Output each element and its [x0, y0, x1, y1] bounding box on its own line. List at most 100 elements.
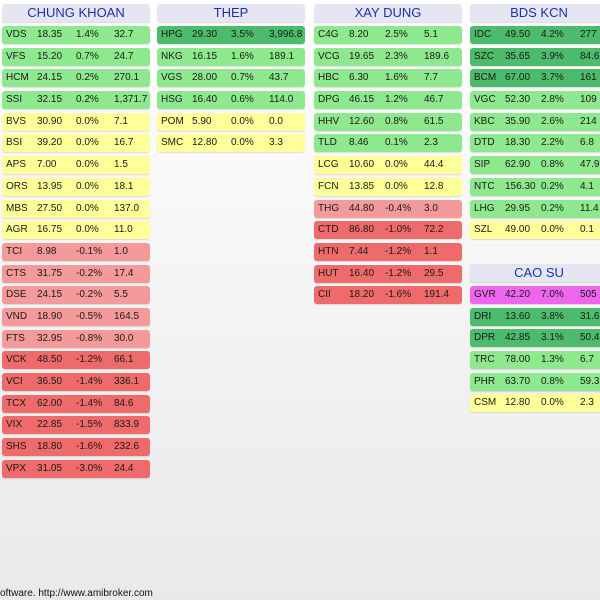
group-cao-su: CAO SU GVR 42.20 7.0% 505 DRI 13.60 3.8% 31.6 DP… — [470, 264, 600, 416]
ticker-row[interactable]: CTD 86.80 -1.0% 72.2 — [314, 221, 462, 240]
ticker-row[interactable]: FCN 13.85 0.0% 12.8 — [314, 177, 462, 196]
ticker-symbol: HCM — [6, 72, 29, 84]
ticker-volume: 47.9 — [580, 159, 600, 171]
ticker-row[interactable]: HCM 24.15 0.2% 270.1 — [2, 69, 150, 88]
ticker-row[interactable]: NTC 156.30 0.2% 4.1 — [470, 177, 600, 196]
ticker-volume: 161 — [580, 72, 597, 84]
ticker-price: 48.50 — [37, 354, 63, 366]
ticker-row[interactable]: VCI 36.50 -1.4% 336.1 — [2, 373, 150, 391]
ticker-change-pct: 0.0% — [76, 224, 99, 236]
ticker-symbol: KBC — [474, 115, 495, 127]
ticker-change-pct: -1.0% — [385, 224, 412, 236]
ticker-row[interactable]: LCG 10.60 0.0% 44.4 — [314, 156, 462, 175]
ticker-price: 31.75 — [37, 267, 63, 279]
ticker-price: 18.80 — [37, 441, 63, 453]
ticker-row[interactable]: MBS 27.50 0.0% 137.0 — [2, 199, 150, 218]
ticker-volume: 30.0 — [114, 332, 134, 344]
ticker-row[interactable]: FTS 32.95 -0.8% 30.0 — [2, 329, 150, 348]
ticker-symbol: C4G — [318, 29, 339, 40]
ticker-volume: 46.7 — [424, 94, 444, 106]
ticker-symbol: DPG — [318, 94, 340, 106]
ticker-price: 52.30 — [505, 94, 531, 106]
ticker-row[interactable]: HPG 29.30 3.5% 3,996.8 — [157, 26, 305, 44]
ticker-row[interactable]: CSM 12.80 0.0% 2.3 — [470, 394, 600, 413]
ticker-price: 5.90 — [192, 115, 212, 127]
ticker-volume: 1.0 — [114, 245, 128, 257]
ticker-price: 18.30 — [505, 137, 531, 149]
ticker-row[interactable]: KBC 35.90 2.6% 214 — [470, 112, 600, 131]
ticker-row[interactable]: VCK 48.50 -1.2% 66.1 — [2, 351, 150, 370]
ticker-row[interactable]: SZL 49.00 0.0% 0.1 — [470, 221, 600, 240]
ticker-row[interactable]: TLD 8.46 0.1% 2.3 — [314, 134, 462, 153]
ticker-row[interactable]: NKG 16.15 1.6% 189.1 — [157, 47, 305, 66]
ticker-change-pct: 0.2% — [76, 94, 99, 106]
ticker-row[interactable]: POM 5.90 0.0% 0.0 — [157, 112, 305, 131]
ticker-row[interactable]: THG 44.80 -0.4% 3.0 — [314, 199, 462, 218]
ticker-price: 19.65 — [349, 50, 375, 62]
ticker-volume: 5.1 — [424, 29, 438, 40]
ticker-row[interactable]: C4G 8.20 2.5% 5.1 — [314, 26, 462, 44]
ticker-change-pct: 3.1% — [541, 332, 564, 344]
ticker-row[interactable]: DRI 13.60 3.8% 31.6 — [470, 307, 600, 326]
ticker-row[interactable]: VPX 31.05 -3.0% 24.4 — [2, 459, 150, 478]
ticker-row[interactable]: SZC 35.65 3.9% 84.6 — [470, 47, 600, 66]
ticker-price: 18.35 — [37, 29, 63, 40]
group-xay-dung: XAY DUNG C4G 8.20 2.5% 5.1 VCG 19.65 2.3% 189.6… — [314, 4, 462, 308]
ticker-price: 63.70 — [505, 375, 531, 387]
group-rows: GVR 42.20 7.0% 505 DRI 13.60 3.8% 31.6 DPR 42.85 3… — [470, 286, 600, 413]
ticker-row[interactable]: DPG 46.15 1.2% 46.7 — [314, 91, 462, 110]
ticker-row[interactable]: VGS 28.00 0.7% 43.7 — [157, 69, 305, 88]
ticker-row[interactable]: HTN 7.44 -1.2% 1.1 — [314, 242, 462, 261]
ticker-change-pct: 0.7% — [231, 72, 254, 84]
ticker-row[interactable]: TCX 62.00 -1.4% 84.6 — [2, 394, 150, 413]
ticker-volume: 214 — [580, 115, 597, 127]
ticker-row[interactable]: TCI 8.98 -0.1% 1.0 — [2, 242, 150, 261]
ticker-row[interactable]: APS 7.00 0.0% 1.5 — [2, 156, 150, 175]
ticker-symbol: VDS — [6, 29, 27, 40]
group-header: THEP — [157, 4, 305, 22]
ticker-change-pct: 0.0% — [385, 159, 408, 171]
ticker-row[interactable]: HUT 16.40 -1.2% 29.5 — [314, 264, 462, 283]
ticker-row[interactable]: SMC 12.80 0.0% 3.3 — [157, 134, 305, 153]
ticker-row[interactable]: CTS 31.75 -0.2% 17.4 — [2, 264, 150, 283]
ticker-symbol: TRC — [474, 354, 495, 366]
ticker-row[interactable]: VND 18.90 -0.5% 164.5 — [2, 307, 150, 326]
ticker-change-pct: -0.8% — [76, 332, 103, 344]
ticker-row[interactable]: HHV 12.60 0.8% 61.5 — [314, 112, 462, 131]
ticker-row[interactable]: IDC 49.50 4.2% 277 — [470, 26, 600, 44]
ticker-row[interactable]: SIP 62.90 0.8% 47.9 — [470, 156, 600, 175]
ticker-change-pct: -0.2% — [76, 267, 103, 279]
ticker-row[interactable]: AGR 16.75 0.0% 11.0 — [2, 221, 150, 240]
ticker-row[interactable]: VGC 52.30 2.8% 109 — [470, 91, 600, 110]
ticker-row[interactable]: DTD 18.30 2.2% 6.8 — [470, 134, 600, 153]
ticker-row[interactable]: TRC 78.00 1.3% 6.7 — [470, 351, 600, 370]
ticker-row[interactable]: SSI 32.15 0.2% 1,371.7 — [2, 91, 150, 110]
ticker-row[interactable]: PHR 63.70 0.8% 59.3 — [470, 372, 600, 391]
ticker-change-pct: 0.8% — [541, 159, 564, 171]
ticker-row[interactable]: VCG 19.65 2.3% 189.6 — [314, 47, 462, 66]
ticker-symbol: THG — [318, 202, 340, 214]
ticker-volume: 72.2 — [424, 224, 444, 236]
ticker-row[interactable]: DPR 42.85 3.1% 50.4 — [470, 329, 600, 348]
ticker-row[interactable]: DSE 24.15 -0.2% 5.5 — [2, 286, 150, 305]
ticker-symbol: MBS — [6, 202, 28, 214]
ticker-row[interactable]: BCM 67.00 3.7% 161 — [470, 69, 600, 88]
ticker-volume: 7.7 — [424, 72, 438, 84]
ticker-symbol: CTD — [318, 224, 339, 236]
ticker-price: 46.15 — [349, 94, 375, 106]
ticker-row[interactable]: GVR 42.20 7.0% 505 — [470, 286, 600, 304]
ticker-row[interactable]: VIX 22.85 -1.5% 833.9 — [2, 416, 150, 435]
ticker-row[interactable]: CII 18.20 -1.6% 191.4 — [314, 286, 462, 305]
ticker-row[interactable]: BVS 30.90 0.0% 7.1 — [2, 112, 150, 131]
ticker-volume: 137.0 — [114, 202, 140, 214]
ticker-row[interactable]: HSG 16.40 0.6% 114.0 — [157, 91, 305, 110]
ticker-row[interactable]: LHG 29.95 0.2% 11.4 — [470, 199, 600, 218]
ticker-price: 13.95 — [37, 180, 63, 192]
ticker-row[interactable]: SHS 18.80 -1.6% 232.6 — [2, 438, 150, 457]
ticker-row[interactable]: BSI 39.20 0.0% 16.7 — [2, 134, 150, 153]
ticker-row[interactable]: HBC 6.30 1.6% 7.7 — [314, 69, 462, 88]
ticker-row[interactable]: ORS 13.95 0.0% 18.1 — [2, 177, 150, 196]
ticker-row[interactable]: VFS 15.20 0.7% 24.7 — [2, 47, 150, 66]
ticker-price: 29.95 — [505, 202, 531, 214]
ticker-row[interactable]: VDS 18.35 1.4% 32.7 — [2, 26, 150, 44]
